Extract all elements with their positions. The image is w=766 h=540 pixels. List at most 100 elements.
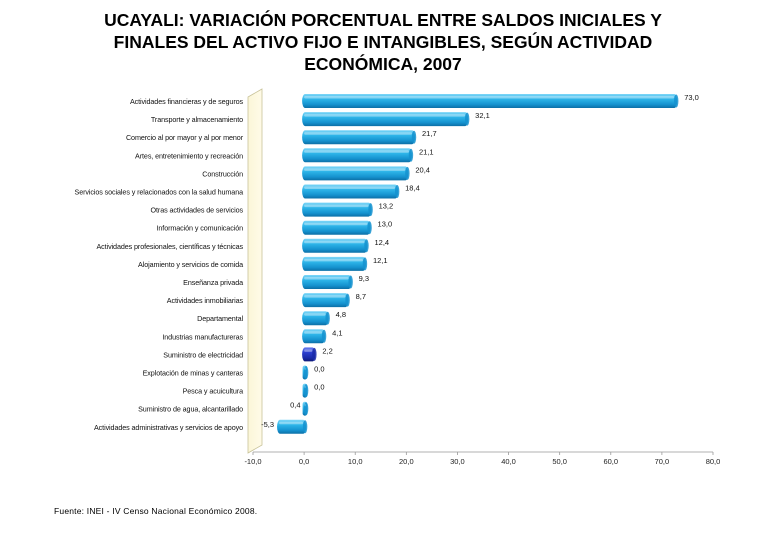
source-note: Fuente: INEI - IV Censo Nacional Económi… (54, 506, 258, 516)
bar-suministro-de-agua-alcantarillado (302, 401, 309, 416)
bar-highlight (304, 114, 466, 117)
category-label: Información y comunicación (157, 224, 244, 233)
bar-actividades-financieras-y-de-seguros (302, 94, 679, 108)
bar-highlight (304, 331, 323, 334)
bar-body (302, 130, 416, 145)
category-label: Transporte y almacenamiento (151, 115, 243, 124)
category-label: Actividades inmobiliarias (167, 296, 244, 305)
value-labels: 73,0 32,1 21,7 21,1 20,4 18,4 13,2 13,0 12,4 12,1… (261, 93, 699, 429)
value-label: 0,0 (314, 383, 324, 392)
bar-highlight (304, 168, 406, 171)
chart-title: UCAYALI: VARIACIÓN PORCENTUAL ENTRE SALD… (104, 10, 662, 74)
bar-end-cap (364, 239, 369, 253)
bar-highlight (304, 295, 346, 298)
bar-end-cap (408, 148, 414, 162)
category-label: Actividades administrativas y servicios … (94, 423, 243, 432)
bar-end-cap (367, 221, 372, 235)
bar-body (302, 94, 678, 108)
x-tick-label: 70,0 (655, 457, 670, 466)
category-label: Servicios sociales y relacionados con la… (75, 188, 244, 197)
bar-highlight (304, 313, 326, 316)
bar-end-cap (464, 112, 470, 126)
bar-body (302, 112, 469, 127)
value-label: 21,7 (422, 129, 437, 138)
bar-end-cap (362, 257, 368, 271)
bar-servicios-sociales-y-relacionados-con-la-salud-humana (302, 184, 400, 199)
bar-end-cap (348, 275, 353, 289)
category-label: Actividades profesionales, científicas y… (96, 242, 243, 251)
bar-pesca-y-acuicultura (302, 383, 309, 398)
bar-highlight (304, 132, 413, 135)
value-label: 13,0 (378, 220, 393, 229)
bar-highlight (279, 421, 304, 425)
category-label: Construcción (202, 169, 243, 178)
bar-end-cap (368, 203, 373, 217)
bar-highlight (304, 277, 349, 280)
value-label: 12,4 (374, 238, 389, 247)
x-tick-label: -10,0 (244, 457, 261, 466)
bar-body (302, 202, 372, 217)
category-label: Industrias manufactureras (162, 332, 243, 341)
value-label: 4,8 (336, 310, 346, 319)
x-tick-label: 50,0 (552, 457, 567, 466)
bar-body (302, 329, 326, 344)
x-tick-label: 60,0 (603, 457, 618, 466)
bar-end-cap (321, 329, 327, 343)
category-label: Pesca y acuicultura (183, 387, 244, 396)
category-label: Alojamiento y servicios de comida (138, 260, 243, 269)
bar-otras-actividades-de-servicios (302, 202, 373, 217)
category-label: Comercio al por mayor y al por menor (126, 133, 244, 142)
x-tick-label: 10,0 (348, 457, 363, 466)
bar-end-cap (303, 402, 309, 416)
bar-ensenanza-privada (302, 275, 353, 289)
bar-body (302, 220, 371, 235)
category-labels: Actividades financieras y de seguros Tran… (75, 97, 244, 432)
bar-highlight (304, 204, 369, 208)
value-label: 21,1 (419, 147, 434, 156)
category-label: Artes, entretenimiento y recreación (135, 151, 243, 160)
bar-body (302, 148, 412, 163)
bar-highlight (304, 385, 306, 389)
bar-end-cap (303, 384, 309, 398)
category-label: Suministro de agua, alcantarillado (138, 405, 243, 414)
bar-body (277, 419, 307, 434)
bar-highlight (304, 349, 313, 352)
bar-end-cap (312, 347, 317, 361)
value-label: 2,2 (322, 346, 332, 355)
value-label: 20,4 (415, 165, 430, 174)
bar-informacion-y-comunicacion (302, 220, 372, 235)
bar-end-cap (394, 185, 400, 198)
value-label: 32,1 (475, 111, 490, 120)
bar-end-cap (303, 366, 309, 379)
value-label: 12,1 (373, 256, 388, 265)
value-label: 9,3 (359, 274, 369, 283)
bar-industrias-manufactureras (302, 329, 327, 344)
bar-construccion (302, 166, 410, 181)
bar-highlight (304, 186, 396, 189)
value-label: 18,4 (405, 184, 420, 193)
value-label: 0,4 (290, 401, 300, 410)
x-tick-label: 40,0 (501, 457, 516, 466)
bar-actividades-profesionales-cientificas-y-tecnicas (302, 238, 369, 253)
bar-transporte-y-almacenamiento (302, 112, 470, 127)
category-label: Actividades financieras y de seguros (130, 97, 244, 106)
bar-end-cap (405, 166, 410, 180)
bar-body (302, 275, 352, 289)
plot-back-wall (247, 88, 263, 454)
bar-end-cap (325, 311, 330, 325)
category-label: Otras actividades de servicios (151, 206, 244, 215)
back-wall-panel (247, 88, 263, 454)
value-label: 0,0 (314, 365, 324, 374)
bar-highlight (304, 403, 306, 407)
bar-body (302, 184, 399, 199)
bar-alojamiento-y-servicios-de-comida (302, 256, 368, 271)
category-label: Departamental (197, 314, 243, 323)
category-label: Explotación de minas y canteras (143, 369, 244, 378)
bar-actividades-inmobiliarias (302, 293, 350, 308)
bar-highlight (304, 367, 306, 370)
x-tick-label: 30,0 (450, 457, 465, 466)
value-label: -5,3 (261, 420, 274, 429)
bar-body (302, 238, 368, 253)
bar-body (302, 256, 366, 271)
